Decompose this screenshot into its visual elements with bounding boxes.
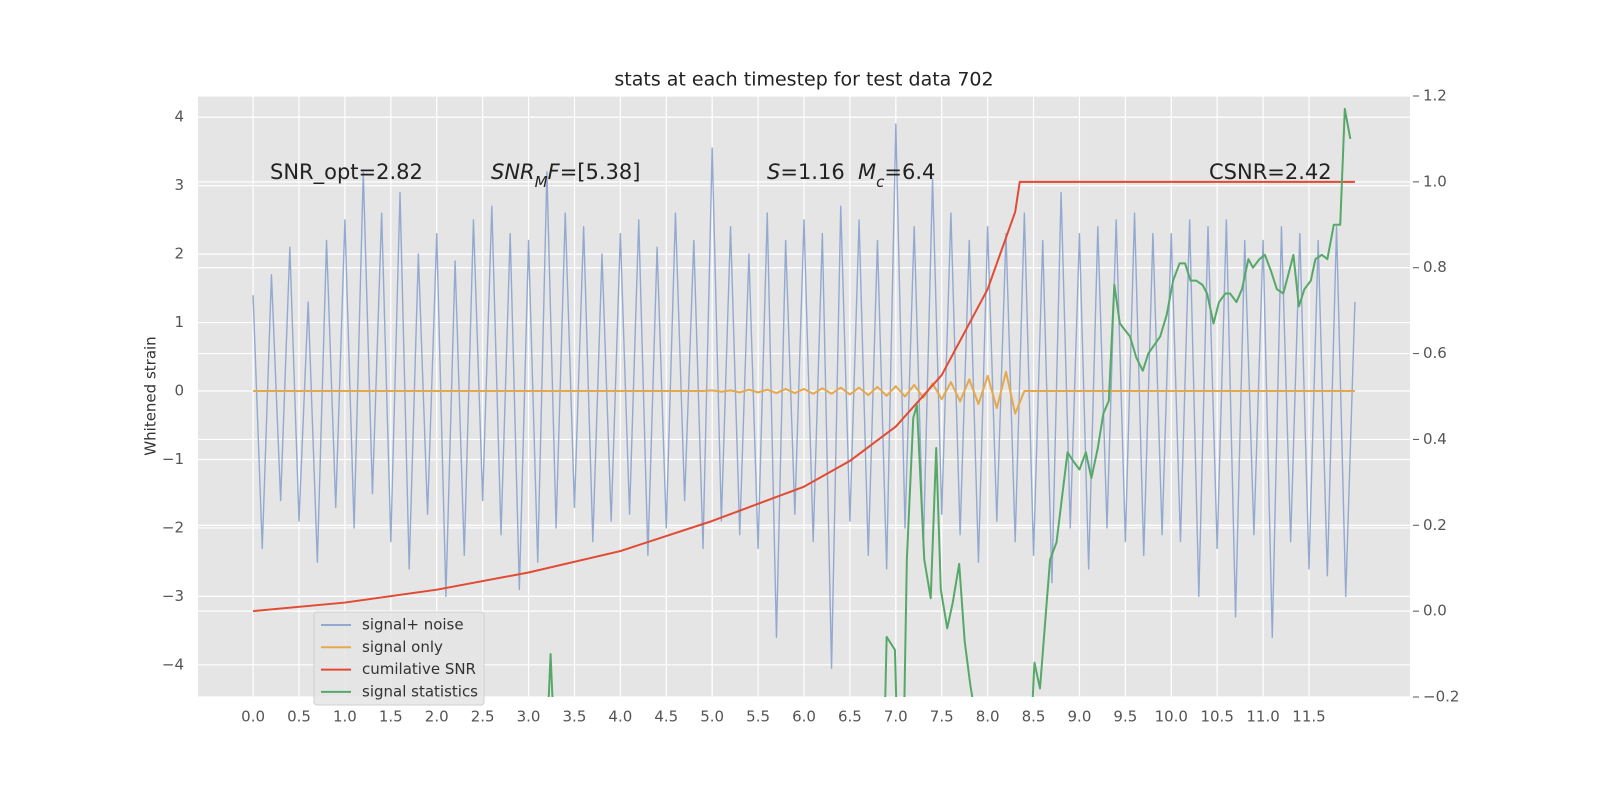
- axes: 0.0 0.5 1.0 1.5 2.0 2.5 3.0 3.5 4.0 4.5 5.0 5.5 6.0 6…: [162, 87, 1460, 726]
- x-tick-label: 9.5: [1113, 708, 1137, 726]
- series-line: [253, 370, 1355, 415]
- annotation-part: c: [876, 173, 885, 191]
- legend-label: signal+ noise: [362, 616, 464, 634]
- y2-tick-label: 0.4: [1423, 430, 1447, 448]
- x-tick-label: 0.0: [241, 708, 265, 726]
- legend-label: signal statistics: [362, 682, 478, 700]
- y-tick-label: −4: [162, 655, 184, 673]
- legend-label: cumilative SNR: [362, 660, 476, 678]
- x-tick-label: 1.5: [379, 708, 403, 726]
- y-tick-label: 0: [174, 382, 184, 400]
- y2-tick-label: 1.0: [1423, 172, 1447, 190]
- legend: signal+ noise signal only cumilative SNR si…: [313, 611, 485, 706]
- annotation-part: M: [535, 173, 548, 191]
- x-tick-label: 2.0: [425, 708, 449, 726]
- x-tick-label: 2.5: [471, 708, 495, 726]
- x-tick-label: 6.0: [792, 708, 816, 726]
- y2-tick-label: 1.2: [1423, 87, 1447, 105]
- y-tick-label: −1: [162, 450, 184, 468]
- x-tick-label: 11.5: [1292, 708, 1325, 726]
- x-tick-label: 4.5: [654, 708, 678, 726]
- y-axis-label: Whitened strain: [142, 336, 160, 455]
- plot-lines: [252, 107, 1356, 697]
- annotation-part: =1.16: [780, 160, 844, 184]
- x-tick-label: 7.0: [884, 708, 908, 726]
- annotation-part: F: [548, 160, 561, 184]
- x-tick-label: 4.0: [608, 708, 632, 726]
- x-tick-label: 8.0: [976, 708, 1000, 726]
- series-line: [547, 107, 1352, 697]
- legend-box: [313, 611, 485, 706]
- x-tick-label: 5.5: [746, 708, 770, 726]
- y2-tick-label: 0.2: [1423, 516, 1447, 534]
- y-tick-label: 1: [174, 313, 184, 331]
- annotation: Mc=6.4: [858, 160, 935, 191]
- y2-tick-label: 0.6: [1423, 344, 1447, 362]
- x-tick-label: 10.0: [1155, 708, 1188, 726]
- y2-tick-label: −0.2: [1423, 688, 1459, 706]
- annotations: SNR_opt=2.82 SNRMF=[5.38] S=1.16 Mc=6.4 CSNR…: [270, 160, 1332, 191]
- annotation-part: =6.4: [884, 160, 935, 184]
- y2-tick-label: 0.0: [1423, 602, 1447, 620]
- annotation-part: M: [858, 160, 876, 184]
- x-tick-label: 3.5: [563, 708, 587, 726]
- annotation: SNR_opt=2.82: [270, 160, 423, 185]
- annotation: SNRMF=[5.38]: [491, 160, 640, 191]
- y-tick-label: 2: [174, 245, 184, 263]
- chart-title: stats at each timestep for test data 702: [614, 69, 993, 91]
- x-tick-label: 9.0: [1068, 708, 1092, 726]
- legend-label: signal only: [362, 638, 443, 656]
- series-line: [252, 180, 1355, 613]
- y-tick-label: 4: [174, 108, 184, 126]
- x-tick-label: 3.0: [517, 708, 541, 726]
- grid: [198, 95, 1410, 698]
- x-tick-label: 7.5: [930, 708, 954, 726]
- x-tick-label: 5.0: [700, 708, 724, 726]
- annotation-part: S: [767, 160, 780, 184]
- annotation: CSNR=2.42: [1209, 160, 1332, 184]
- annotation-part: =[5.38]: [560, 160, 641, 184]
- x-tick-label: 0.5: [287, 708, 311, 726]
- annotation: S=1.16: [767, 160, 845, 184]
- x-tick-label: 8.5: [1022, 708, 1046, 726]
- y-tick-label: −2: [162, 518, 184, 536]
- series-line: [252, 123, 1356, 669]
- annotation-part: SNR: [491, 160, 535, 184]
- x-tick-label: 6.5: [838, 708, 862, 726]
- x-tick-label: 10.5: [1200, 708, 1233, 726]
- y-tick-label: −3: [162, 587, 184, 605]
- y2-tick-label: 0.8: [1423, 258, 1447, 276]
- y-tick-label: 3: [174, 176, 184, 194]
- x-tick-label: 1.0: [333, 708, 357, 726]
- x-tick-label: 11.0: [1246, 708, 1279, 726]
